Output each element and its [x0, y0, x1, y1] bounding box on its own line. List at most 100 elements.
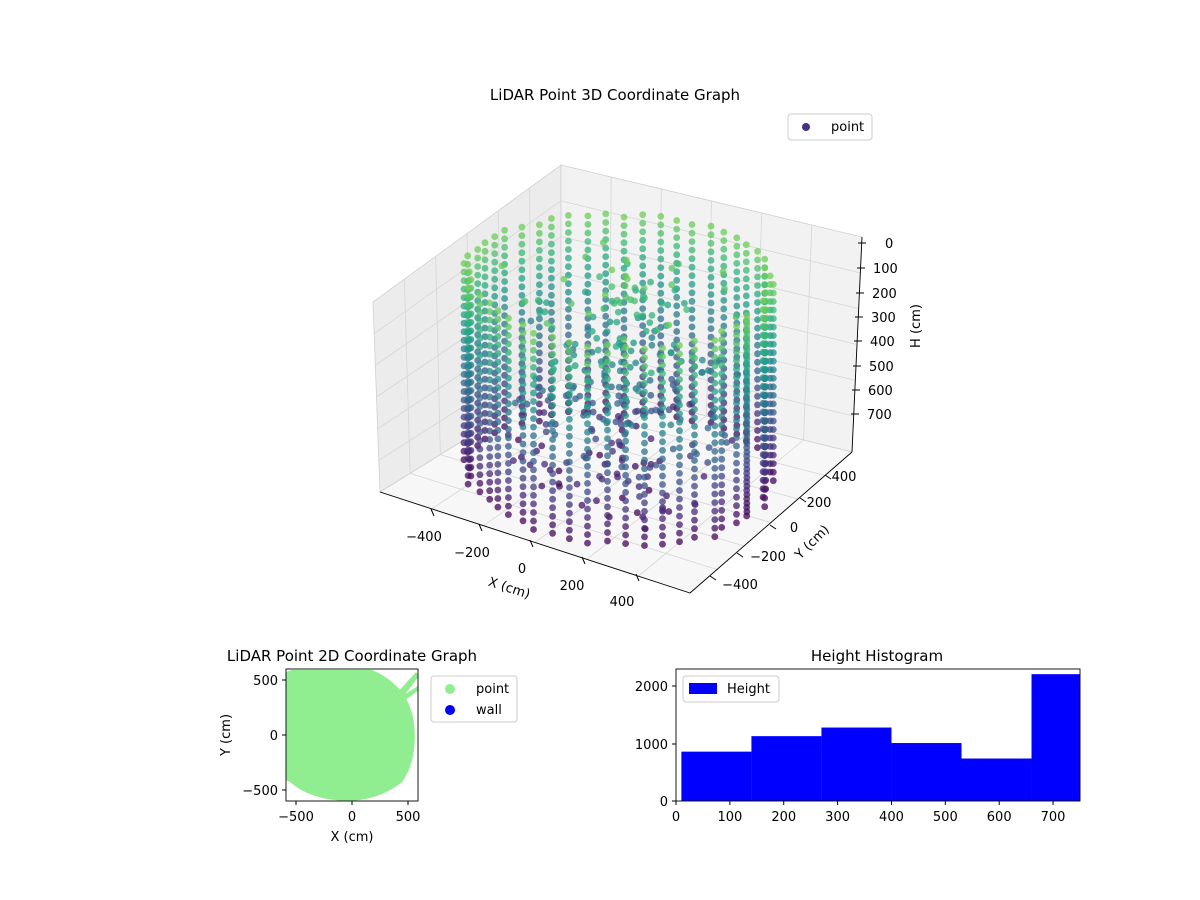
cloud-point [761, 400, 769, 408]
cloud-point [486, 308, 494, 315]
cloud-point [743, 367, 751, 375]
cloud-point [659, 404, 666, 412]
cloud-point [567, 300, 575, 307]
cloud-point [646, 319, 654, 326]
cloud-point [659, 429, 666, 437]
cloud-point [541, 308, 549, 316]
cloud-point [518, 266, 526, 274]
cloud-point [538, 442, 546, 450]
cloud-point [691, 516, 698, 524]
cloud-point [494, 307, 502, 315]
cloud-point [566, 526, 573, 534]
histogram-bar [681, 751, 752, 801]
cloud-point [631, 297, 638, 305]
cloud-point [494, 315, 502, 323]
cloud-point [584, 462, 591, 470]
cloud-point [641, 473, 648, 481]
cloud-point [542, 428, 550, 436]
cloud-point [530, 457, 537, 465]
histogram-bar [1031, 674, 1080, 801]
cloud-point [565, 322, 572, 330]
cloud-point [519, 415, 527, 422]
histogram: Height Histogram 0 100 200 300 400 500 600 700 … [635, 647, 1081, 825]
cloud-point [604, 512, 611, 519]
cloud-point [548, 308, 555, 316]
legend-marker-height [689, 683, 717, 694]
cloud-point [733, 476, 740, 484]
cloud-point [519, 449, 527, 456]
cloud-point [584, 454, 591, 462]
cloud-point [648, 341, 656, 349]
x-tick-label-hist: 700 [1041, 810, 1066, 825]
histogram-bar [751, 736, 822, 801]
cloud-point [673, 328, 681, 335]
cloud-point [676, 529, 683, 537]
cloud-point [676, 401, 683, 409]
cloud-point [622, 293, 630, 301]
cloud-point [627, 347, 635, 355]
cloud-point [584, 445, 591, 453]
cloud-point [474, 280, 482, 287]
cloud-point [633, 509, 641, 517]
cloud-point [723, 439, 731, 446]
cloud-point [634, 387, 642, 395]
cloud-point [641, 422, 648, 430]
cloud-point [620, 239, 628, 247]
cloud-point [542, 421, 550, 428]
cloud-point [641, 345, 648, 353]
point-streak-2d [398, 672, 418, 696]
cloud-point [711, 379, 719, 387]
cloud-point [718, 413, 726, 420]
cloud-point [657, 255, 665, 263]
cloud-point [584, 497, 591, 504]
cloud-point [639, 312, 647, 320]
cloud-point [494, 333, 502, 340]
cloud-point [733, 382, 740, 390]
cloud-point [754, 401, 761, 409]
cloud-point [501, 303, 508, 311]
cloud-point [711, 345, 719, 353]
cloud-point [565, 220, 572, 228]
cloud-point [549, 376, 556, 384]
cloud-point [518, 283, 526, 291]
cloud-point [494, 392, 502, 400]
cloud-point [743, 333, 751, 341]
y-tick-label-hist: 0 [660, 795, 668, 810]
cloud-point [505, 460, 512, 467]
cloud-point [754, 256, 761, 264]
cloud-point [491, 275, 499, 283]
cloud-point [657, 306, 665, 314]
x-tick-label-hist: 100 [717, 810, 742, 825]
cloud-point [673, 276, 681, 284]
cloud-point [622, 497, 629, 505]
cloud-point [486, 299, 494, 307]
cloud-point [566, 364, 573, 372]
cloud-point [633, 311, 641, 319]
cloud-point [585, 310, 593, 318]
cloud-point [733, 348, 740, 356]
cloud-point [718, 515, 726, 523]
cloud-point [474, 246, 482, 253]
cloud-point [476, 394, 484, 402]
chart-3d: LiDAR Point 3D Coordinate Graph −400 −20… [372, 86, 924, 610]
cloud-point [733, 323, 740, 330]
cloud-point [565, 314, 572, 322]
cloud-point [718, 472, 726, 480]
cloud-point [578, 501, 586, 509]
cloud-point [622, 523, 629, 530]
cloud-point [711, 439, 719, 447]
cloud-point [769, 417, 777, 425]
cloud-point [711, 362, 719, 370]
cloud-point [519, 355, 527, 363]
cloud-point [464, 455, 472, 462]
cloud-point [494, 503, 502, 511]
cloud-point [476, 428, 484, 436]
cloud-point [659, 412, 666, 420]
cloud-point [733, 234, 741, 242]
cloud-point [549, 487, 556, 495]
cloud-point [718, 379, 726, 386]
cloud-point [494, 452, 502, 460]
cloud-point [657, 332, 665, 340]
cloud-point [659, 506, 666, 514]
cloud-point [668, 264, 676, 272]
